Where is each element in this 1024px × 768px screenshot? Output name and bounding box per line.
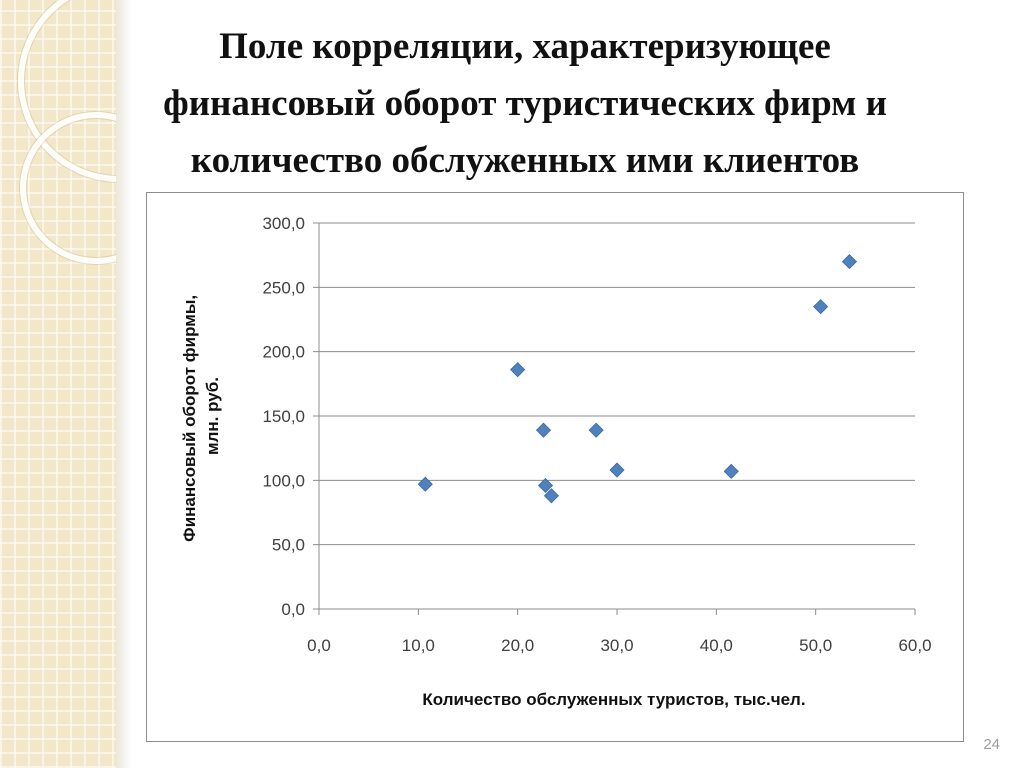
data-points [417,254,858,504]
page-number: 24 [983,736,1000,753]
y-axis-title-line: Финансовый оборот фирмы, [180,295,199,542]
x-tick-label: 20,0 [501,636,534,655]
x-tick-label: 0,0 [307,636,331,655]
data-point-diamond [535,422,552,438]
x-tick-label: 60,0 [898,636,931,655]
data-point-diamond [841,254,858,270]
tick-labels: 0,0 50,0 100,0 150,0 200,0 250,0 300,0 0,0 10,0 2… [262,214,931,655]
title-line: финансовый оборот туристических фирм и [163,83,887,124]
axes [318,223,916,615]
y-tick-label: 200,0 [262,343,305,362]
y-axis-title-line: млн. руб. [203,377,222,455]
data-point-diamond [510,362,526,378]
y-tick-label: 300,0 [262,214,305,233]
title-line: количество обслуженных ими клиентов [190,140,860,181]
y-tick-label: 100,0 [262,471,305,490]
x-tick-label: 40,0 [700,636,733,655]
chart-area: 0,0 50,0 100,0 150,0 200,0 250,0 300,0 0,0 10,0 2… [146,192,964,742]
data-point-diamond [723,463,739,479]
data-point-diamond [417,476,433,492]
y-tick-label: 250,0 [262,278,305,297]
y-tick-label: 50,0 [272,536,305,555]
y-tick-label: 0,0 [281,600,305,619]
x-tick-label: 30,0 [600,636,633,655]
data-point-diamond [609,462,625,478]
data-point-diamond [543,488,560,504]
x-axis-title: Количество обслуженных туристов, тыс.чел… [422,690,805,709]
decorative-side-strip [0,0,116,768]
data-point-diamond [813,299,829,315]
x-tick-label: 10,0 [402,636,435,655]
decorative-shade [116,0,132,768]
y-tick-label: 150,0 [262,407,305,426]
y-axis-title: Финансовый оборот фирмы, млн. руб. [180,290,222,542]
data-point-diamond [537,477,554,494]
title-line: Поле корреляции, характеризующее [219,26,831,67]
slide-title: Поле корреляции, характеризующее финансо… [90,18,960,189]
gridlines [313,222,915,610]
data-point-diamond [588,422,604,438]
scatter-chart: 0,0 50,0 100,0 150,0 200,0 250,0 300,0 0,0 10,0 2… [180,214,932,709]
x-tick-label: 50,0 [799,636,832,655]
